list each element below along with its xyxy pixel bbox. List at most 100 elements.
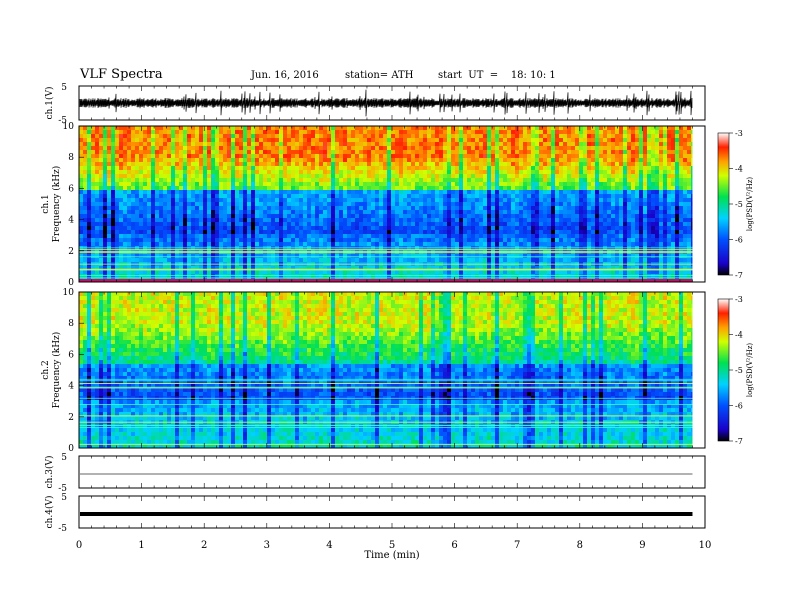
spectrogram-cell	[631, 126, 636, 131]
spectrogram-cell	[175, 166, 180, 171]
spectrogram-cell	[415, 226, 420, 231]
spectrogram-cell	[111, 234, 116, 239]
spectrogram-cell	[203, 174, 208, 179]
spectrogram-cell	[91, 214, 96, 219]
spectrogram-cell	[587, 250, 592, 255]
spectrogram-cell	[263, 126, 268, 131]
spectrogram-cell	[131, 146, 136, 151]
spectrogram-cell	[559, 166, 564, 171]
spectrogram-cell	[347, 186, 352, 191]
spectrogram-cell	[199, 134, 204, 139]
spectrogram-cell	[591, 202, 596, 207]
spectrogram-cell	[367, 250, 372, 255]
spectrogram-cell	[555, 154, 560, 159]
spectrogram-cell	[483, 242, 488, 247]
spectrogram-cell	[635, 158, 640, 163]
spectrogram-cell	[535, 170, 540, 175]
spectrogram-cell	[239, 182, 244, 187]
spectrogram-cell	[575, 178, 580, 183]
spectrogram-cell	[227, 222, 232, 227]
spectrogram-cell	[263, 138, 268, 143]
spectrogram-cell	[151, 218, 156, 223]
spectrogram-cell	[375, 186, 380, 191]
spectrogram-cell	[151, 190, 156, 195]
spectrogram-cell	[395, 150, 400, 155]
spectrogram-cell	[83, 194, 88, 199]
spectrogram-cell	[187, 242, 192, 247]
spectrogram-cell	[647, 222, 652, 227]
spectrogram-cell	[179, 210, 184, 215]
spectrogram-cell	[111, 182, 116, 187]
spectrogram-cell	[671, 174, 676, 179]
spectrogram-cell	[463, 218, 468, 223]
spectrogram-cell	[659, 234, 664, 239]
spectrogram-cell	[275, 170, 280, 175]
spectrogram-cell	[623, 142, 628, 147]
spectrogram-cell	[395, 142, 400, 147]
spectrogram-cell	[371, 150, 376, 155]
spectrogram-cell	[127, 202, 132, 207]
spectrogram-cell	[635, 226, 640, 231]
spectrogram-cell	[119, 130, 124, 135]
spectrogram-cell	[471, 134, 476, 139]
spectrogram-cell	[375, 214, 380, 219]
spectrogram-cell	[423, 158, 428, 163]
spectrogram-cell	[543, 150, 548, 155]
spectrogram-cell	[643, 146, 648, 151]
spectrogram-cell	[135, 238, 140, 243]
spectrogram-cell	[231, 154, 236, 159]
spectrogram-cell	[191, 218, 196, 223]
spectrogram-cell	[95, 150, 100, 155]
spectrogram-cell	[311, 238, 316, 243]
spectrogram-cell	[151, 170, 156, 175]
spectrogram-cell	[255, 226, 260, 231]
spectrogram-cell	[103, 222, 108, 227]
spectrogram-cell	[663, 230, 668, 235]
spectrogram-cell	[211, 218, 216, 223]
spectrogram-cell	[451, 146, 456, 151]
spectrogram-cell	[447, 174, 452, 179]
spectrogram-cell	[539, 202, 544, 207]
spectrogram-cell	[247, 178, 252, 183]
spectrogram-cell	[139, 198, 144, 203]
spectrogram-cell	[551, 230, 556, 235]
spectrogram-cell	[87, 250, 92, 255]
spectrogram-cell	[667, 222, 672, 227]
spectrogram-cell	[355, 202, 360, 207]
spectrogram-cell	[675, 178, 680, 183]
spectrogram-cell	[615, 226, 620, 231]
spectrogram-cell	[311, 222, 316, 227]
spectrogram-cell	[451, 174, 456, 179]
spectrogram-cell	[375, 166, 380, 171]
spectrogram-cell	[455, 158, 460, 163]
spectrogram-cell	[195, 170, 200, 175]
spectrogram-cell	[587, 138, 592, 143]
spectrogram-cell	[535, 174, 540, 179]
spectrogram-cell	[343, 174, 348, 179]
spectrogram-cell	[307, 242, 312, 247]
spectrogram-cell	[231, 186, 236, 191]
spectrogram-cell	[355, 230, 360, 235]
spectrogram-cell	[667, 198, 672, 203]
spectrogram-cell	[163, 174, 168, 179]
spectrogram-cell	[91, 206, 96, 211]
spectrogram-cell	[255, 142, 260, 147]
spectrogram-cell	[647, 130, 652, 135]
spectrogram-cell	[283, 170, 288, 175]
spectrogram-cell	[283, 238, 288, 243]
spectrogram-cell	[183, 190, 188, 195]
spectrogram-cell	[655, 210, 660, 215]
spectrogram-cell	[623, 178, 628, 183]
spectrogram-cell	[359, 218, 364, 223]
spectrogram-cell	[527, 194, 532, 199]
spectrogram-cell	[515, 134, 520, 139]
spectrogram-cell	[415, 238, 420, 243]
spectrogram-cell	[551, 174, 556, 179]
spectrogram-cell	[99, 210, 104, 215]
spectrogram-cell	[195, 234, 200, 239]
spectrogram-cell	[647, 206, 652, 211]
spectrogram-cell	[287, 234, 292, 239]
spectrogram-cell	[323, 230, 328, 235]
spectrogram-cell	[331, 178, 336, 183]
spectrogram-cell	[391, 162, 396, 167]
